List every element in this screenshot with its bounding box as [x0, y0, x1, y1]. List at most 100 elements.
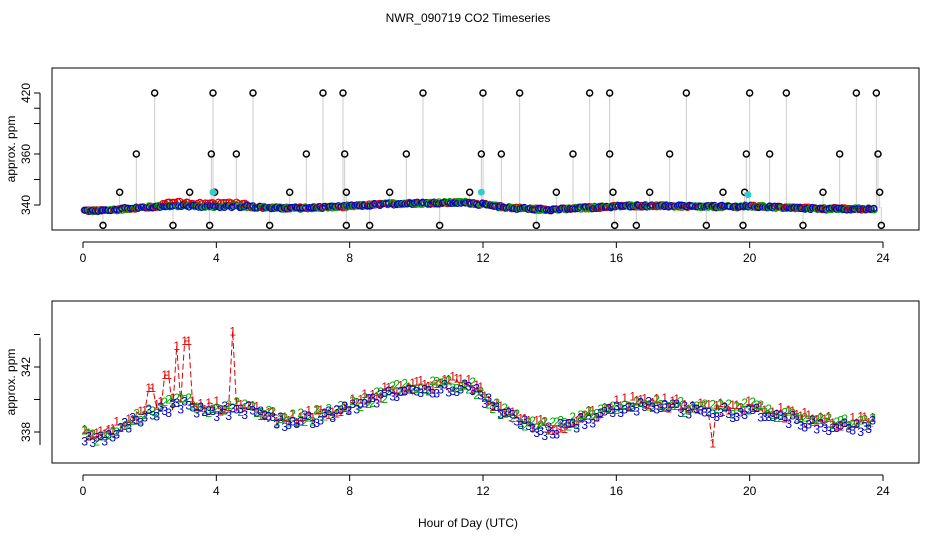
series-1-marker: 1: [505, 404, 512, 418]
series-1-marker: 1: [765, 407, 772, 421]
series-2-marker: 2: [481, 391, 488, 405]
series-1-marker: 1: [513, 407, 520, 421]
series-3-marker: 3: [145, 403, 152, 417]
series-1-marker: 1: [353, 395, 360, 409]
series-3-marker: 3: [169, 397, 176, 411]
flask-point: [339, 89, 347, 97]
series-2-marker: 2: [461, 378, 468, 392]
series-3-marker: 3: [161, 404, 168, 418]
series-2-marker: 2: [641, 397, 648, 411]
series-3-marker: 3: [237, 402, 244, 416]
series-3-marker: 3: [225, 409, 232, 423]
series-1-marker: 1: [473, 378, 480, 392]
series-1-marker: 1: [301, 410, 308, 424]
series-2-marker: 2: [405, 381, 412, 395]
series-1-marker: 1: [701, 399, 708, 413]
series-3-marker: 3: [153, 410, 160, 424]
series-2-marker: 2: [473, 388, 480, 402]
series-2-marker: 2: [257, 405, 264, 419]
series-3-marker: 3: [657, 401, 664, 415]
series-1-marker: 1: [241, 400, 248, 414]
series-1-marker: 1: [521, 412, 528, 426]
series-3-marker: 3: [769, 410, 776, 424]
series-3-marker: 3: [853, 417, 860, 431]
flask-point: [739, 221, 747, 230]
flask-point: [609, 188, 617, 196]
series-2-marker: 2: [249, 400, 256, 414]
series-3-marker: 3: [813, 422, 820, 436]
series-3-marker: 3: [801, 421, 808, 435]
series-3-marker: 3: [713, 410, 720, 424]
series-3-marker: 3: [545, 420, 552, 434]
series-3-marker: 3: [765, 410, 772, 424]
flask-point: [209, 89, 217, 97]
series-3-marker: 3: [285, 418, 292, 432]
series-1-marker: 1: [757, 399, 764, 413]
series-2-marker: 2: [273, 417, 280, 431]
series-1-marker: 1: [713, 399, 720, 413]
series-1-marker: 1: [549, 424, 556, 438]
series-1-marker: 1: [345, 403, 352, 417]
flask-point: [682, 89, 691, 97]
series-1-marker: 1: [221, 403, 228, 417]
series-1-marker: 1: [369, 387, 376, 401]
x-axis-title: Hour of Day (UTC): [418, 516, 518, 530]
series-1-marker: 1: [289, 407, 296, 421]
series-3-marker: 3: [289, 414, 296, 428]
series-2-marker: 2: [565, 419, 572, 433]
series-3-marker: 3: [625, 400, 632, 414]
series-2-marker: 2: [181, 393, 188, 407]
series-3-marker: 3: [257, 404, 264, 418]
series-1-marker: 1: [789, 404, 796, 418]
series-1-marker: 1: [801, 406, 808, 420]
series-2-marker: 2: [281, 411, 288, 425]
series-2-marker: 2: [185, 391, 192, 405]
series-2-marker: 2: [861, 413, 868, 427]
series-2-marker: 2: [205, 406, 212, 420]
series-2-marker: 2: [153, 407, 160, 421]
series-3-marker: 3: [741, 408, 748, 422]
series-3-marker: 3: [349, 397, 356, 411]
series-1-marker: 1: [497, 399, 504, 413]
flask-point: [419, 89, 427, 97]
series-2-marker: 2: [797, 412, 804, 426]
series-1-marker: 1: [837, 420, 844, 434]
y-tick-label: 342: [19, 357, 33, 377]
series-1-marker: 1: [817, 410, 824, 424]
y-tick-label: 360: [19, 144, 33, 164]
series-2-marker: 2: [605, 402, 612, 416]
series-2-marker: 2: [261, 407, 268, 421]
series-2-marker: 2: [709, 398, 716, 412]
series-2-marker: 2: [217, 403, 224, 417]
series-2-marker: 2: [557, 413, 564, 427]
series-1-marker: 1: [717, 396, 724, 410]
series-1-marker: 1: [777, 401, 784, 415]
series-2-marker: 2: [233, 395, 240, 409]
series-1-marker: 1: [417, 374, 424, 388]
series-1-marker: 1: [257, 409, 264, 423]
series-1-marker: 1: [385, 381, 392, 395]
series-2-marker: 2: [821, 415, 828, 429]
series-2-marker: 2: [245, 398, 252, 412]
flask-point: [610, 221, 619, 230]
series-3-marker: 3: [157, 400, 164, 414]
flask-point: [877, 221, 886, 230]
series-2-marker: 2: [593, 407, 600, 421]
series-1-marker: 1: [633, 393, 640, 407]
series-3-marker: 3: [329, 411, 336, 425]
series-1-marker: 1: [213, 394, 220, 408]
series-1-marker: 1: [189, 394, 196, 408]
y-tick-label: 338: [19, 422, 33, 442]
series-1-marker: 1: [313, 404, 320, 418]
series-2-marker: 2: [157, 401, 164, 415]
series-2-marker: 2: [81, 423, 88, 437]
series-3-marker: 3: [229, 402, 236, 416]
series-2-marker: 2: [693, 399, 700, 413]
series-1-marker: 1: [81, 422, 88, 436]
series-2-marker: 2: [409, 383, 416, 397]
series-3-marker: 3: [693, 402, 700, 416]
series-3-marker: 3: [357, 396, 364, 410]
series-3-marker: 3: [833, 421, 840, 435]
series-3-marker: 3: [465, 379, 472, 393]
series-2-marker: 2: [209, 402, 216, 416]
